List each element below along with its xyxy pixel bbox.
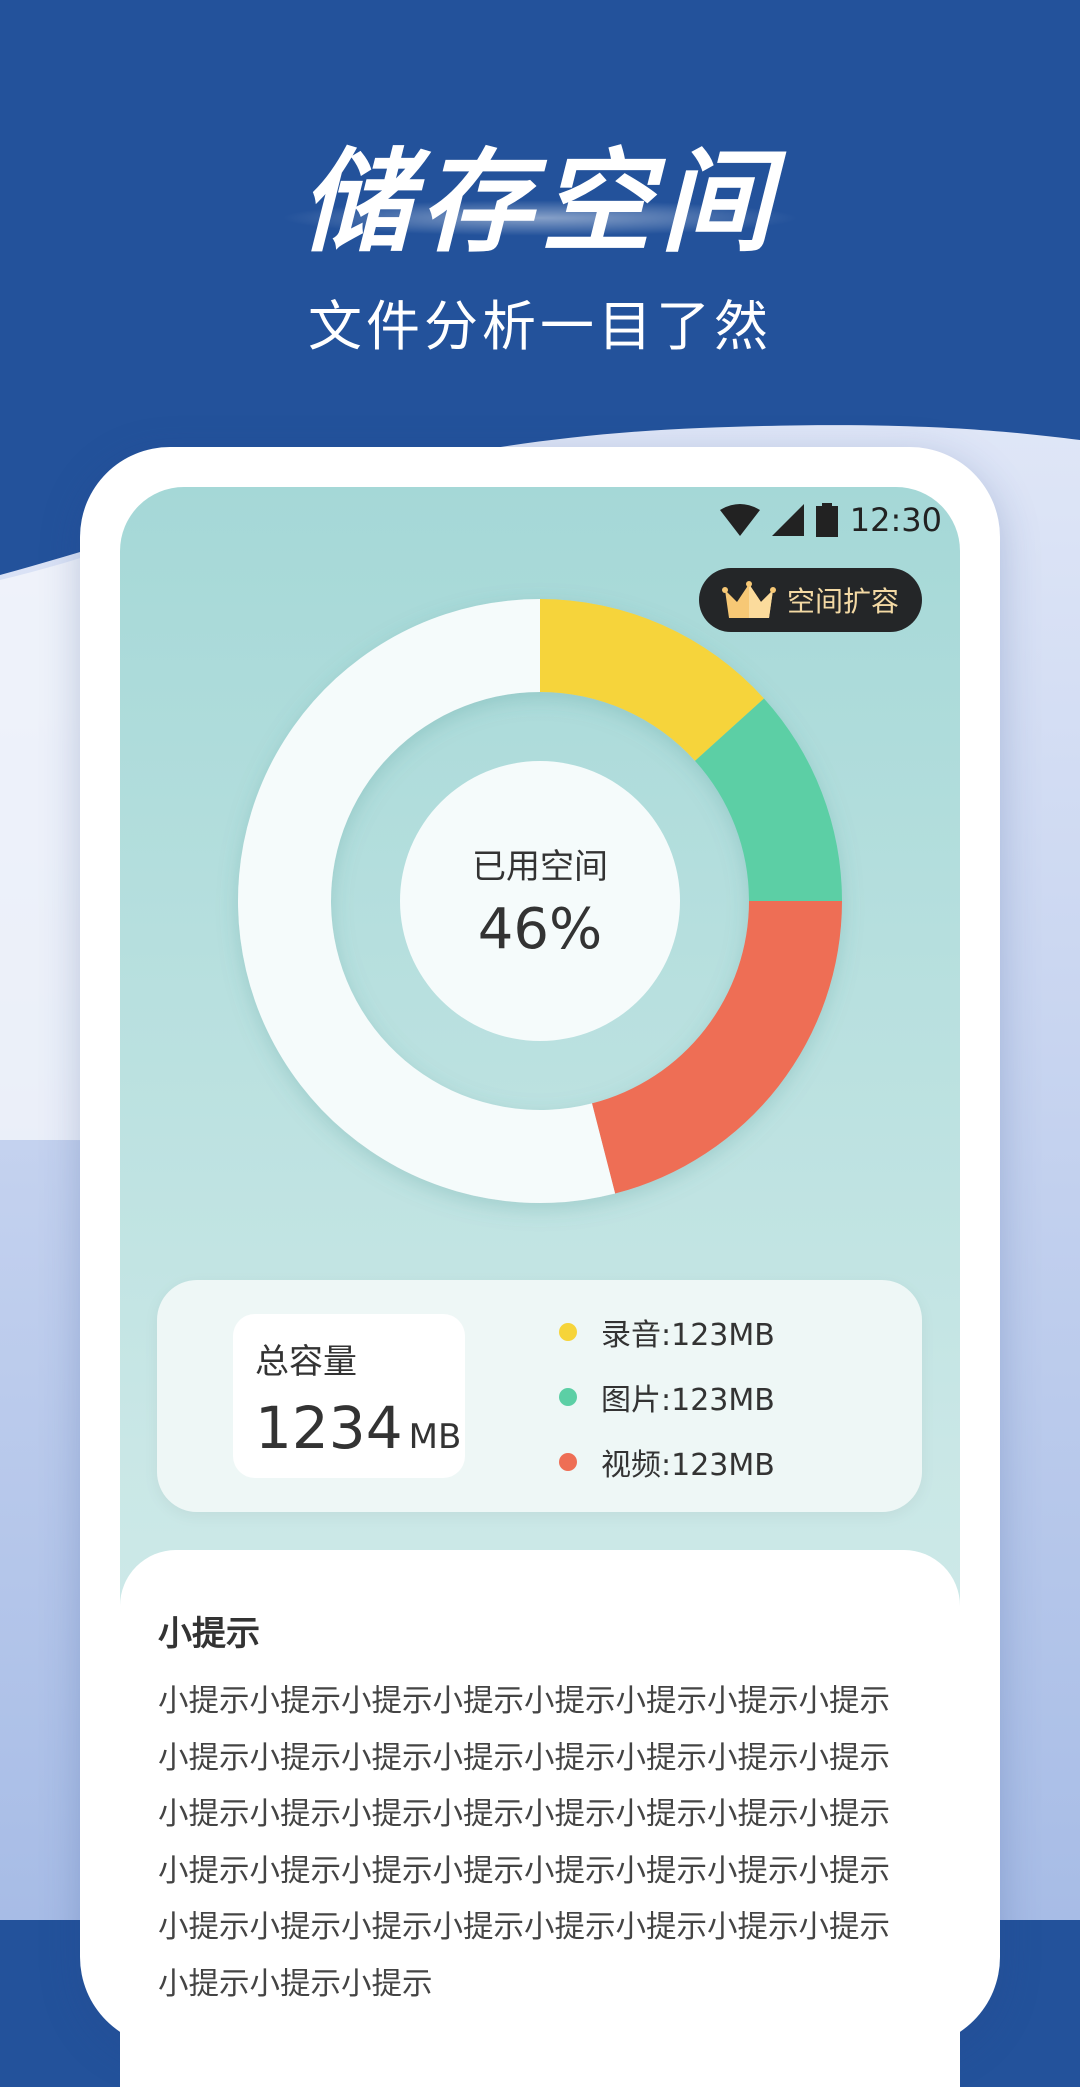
legend-text: 图片:123MB [601,1383,775,1418]
phone-frame: 12:30 空间扩容 已用空间 46% 总容量 1234 MB 录音:123MB … [80,447,1000,2087]
tips-card: 小提示 小提示小提示小提示小提示小提示小提示小提示小提示小提示小提示小提示小提示… [120,1550,960,2087]
total-capacity-value: 1234 MB [255,1394,461,1462]
total-capacity-label: 总容量 [255,1342,357,1382]
legend-dot [559,1388,577,1406]
phone-screen: 12:30 空间扩容 已用空间 46% 总容量 1234 MB 录音:123MB … [120,487,960,2087]
storage-summary-card: 总容量 1234 MB 录音:123MB 图片:123MB 视频:123MB [157,1280,922,1512]
expand-storage-label: 空间扩容 [787,585,900,618]
title-glow [280,200,800,236]
used-space-percent: 46% [477,897,603,962]
legend-text: 录音:123MB [601,1318,775,1353]
status-time: 12:30 [849,501,942,539]
used-space-label: 已用空间 [472,847,608,887]
tips-title: 小提示 [158,1614,260,1654]
hero-subtitle: 文件分析一目了然 [308,295,772,358]
tips-body: 小提示小提示小提示小提示小提示小提示小提示小提示小提示小提示小提示小提示小提示小… [158,1684,890,2002]
total-value: 1234 [255,1394,403,1462]
status-bar: 12:30 [719,501,942,539]
legend-text: 视频:123MB [601,1448,775,1483]
donut-segment-图片 [695,698,842,901]
legend-dot [559,1323,577,1341]
donut-segment-视频 [591,901,842,1194]
donut-center [400,761,680,1041]
hero-title: 储存空间 [300,138,780,268]
signal-icon [771,504,804,536]
crown-icon [722,581,776,618]
donut-segment-录音 [540,599,765,761]
legend-dot [559,1453,577,1471]
wifi-icon [719,504,760,536]
total-capacity-box: 总容量 1234 MB [233,1314,465,1478]
total-unit: MB [408,1417,462,1457]
donut-segment-free [237,599,616,1203]
usage-donut-chart [237,599,842,1203]
legend-item-audio: 录音:123MB [559,1310,775,1354]
expand-storage-button[interactable]: 空间扩容 [699,568,922,632]
legend-item-images: 图片:123MB [559,1375,775,1419]
battery-icon [815,503,838,537]
legend-item-video: 视频:123MB [559,1440,775,1484]
